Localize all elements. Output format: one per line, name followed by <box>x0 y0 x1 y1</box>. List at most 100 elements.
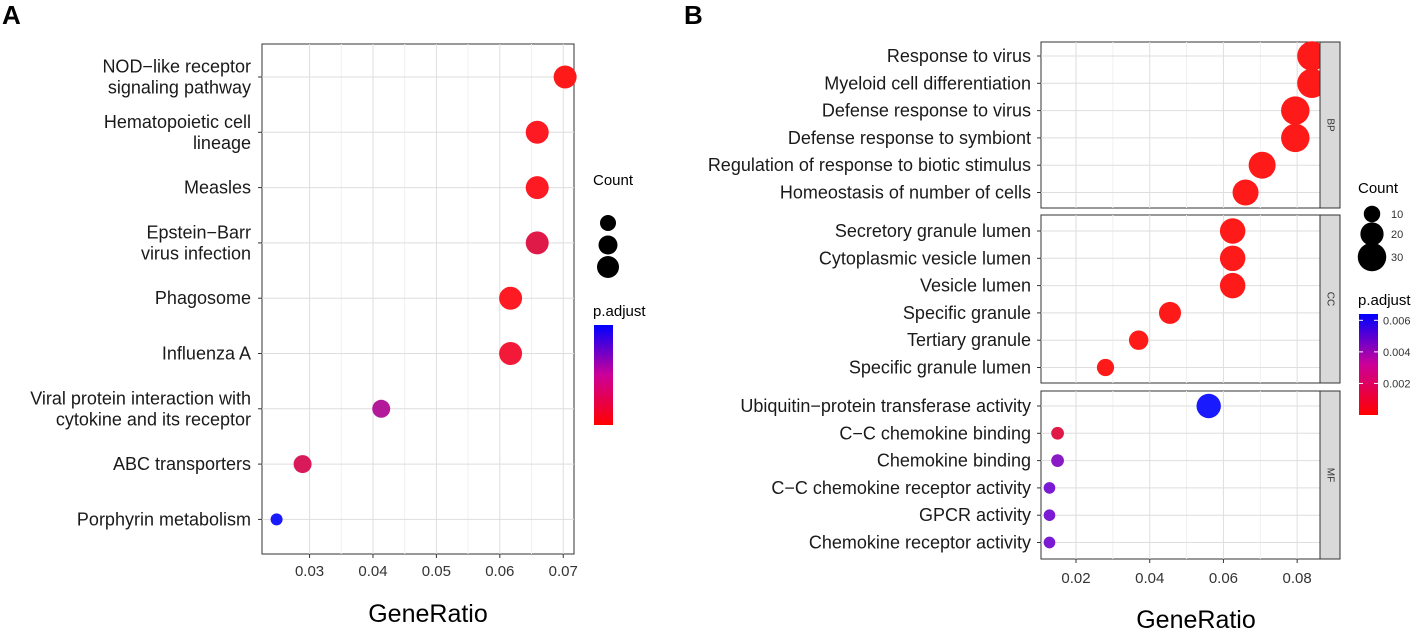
facet-frame <box>1040 214 1321 384</box>
data-point <box>1281 123 1310 153</box>
panel-a-legend-count-title: Count <box>593 172 634 189</box>
category-label: Specific granule lumen <box>849 358 1031 378</box>
category-label: Vesicle lumen <box>920 276 1031 296</box>
data-point <box>1232 179 1259 206</box>
panel-a-frame <box>261 43 575 555</box>
data-point <box>499 286 523 310</box>
panel-b-x-ticks: 0.02 0.04 0.06 0.08 <box>1061 559 1312 587</box>
panel-a-letter: A <box>2 0 21 30</box>
x-tick-label: 0.04 <box>1135 570 1164 587</box>
category-label: Myeloid cell differentiation <box>824 73 1031 93</box>
category-label: Ubiquitin−protein transferase activity <box>740 396 1031 416</box>
size-legend-label: 30 <box>1391 252 1403 264</box>
data-point <box>1297 41 1327 71</box>
category-label: signaling pathway <box>108 78 251 98</box>
data-point <box>1043 509 1056 522</box>
facet-frame <box>1040 41 1321 209</box>
panel-b-points <box>1043 41 1327 549</box>
data-point <box>525 176 549 200</box>
panel-a-x-axis-title: GeneRatio <box>368 600 488 628</box>
data-point <box>1128 330 1149 350</box>
category-label: C−C chemokine binding <box>839 423 1031 443</box>
category-label: Specific granule <box>903 303 1031 323</box>
panel-b-grid <box>1041 42 1320 559</box>
data-point <box>1096 358 1115 377</box>
category-label: Response to virus <box>887 46 1031 66</box>
panel-b-letter: B <box>684 0 703 30</box>
x-tick-label: 0.08 <box>1283 570 1312 587</box>
panel-b-facet-strips: BP CC MF <box>1319 41 1341 560</box>
facet-strip-label: CC <box>1324 292 1335 306</box>
facet-strip-label: MF <box>1324 468 1335 482</box>
x-tick-label: 0.03 <box>295 563 324 580</box>
panel-b-legend: Count 10 20 30 p.adjust 0.002 0.004 0.006 <box>1357 180 1411 415</box>
panel-a-legend-size-medium <box>598 235 618 255</box>
data-point <box>1219 272 1246 299</box>
data-point <box>1043 482 1056 494</box>
category-label: Defense response to symbiont <box>788 128 1031 148</box>
panel-a-x-ticks: 0.03 0.04 0.05 0.06 0.07 <box>295 554 578 580</box>
category-label: Regulation of response to biotic stimulu… <box>708 155 1031 175</box>
category-label: Porphyrin metabolism <box>77 509 251 529</box>
colorbar-tick-label: 0.004 <box>1383 347 1411 359</box>
x-tick-label: 0.06 <box>1209 570 1238 587</box>
data-point <box>1196 393 1221 419</box>
panel-a-legend: Count p.adjust <box>593 172 646 425</box>
data-point <box>1219 245 1246 272</box>
data-point <box>1043 536 1056 549</box>
category-label: Phagosome <box>155 288 251 308</box>
data-point <box>499 342 523 365</box>
x-tick-label: 0.04 <box>358 563 387 580</box>
category-label: Hematopoietic cell <box>104 112 251 132</box>
size-legend-dot <box>1360 222 1384 246</box>
category-label: Epstein−Barr <box>146 222 251 242</box>
category-label: Chemokine receptor activity <box>809 533 1031 553</box>
size-legend-dot <box>1357 242 1387 272</box>
panel-b-legend-colorbar <box>1359 314 1378 415</box>
data-point <box>1051 426 1064 440</box>
panel-b-size-legend: 10 20 30 <box>1357 205 1403 272</box>
facet-frame <box>1040 390 1321 560</box>
category-label: NOD−like receptor <box>102 57 251 77</box>
category-label: virus infection <box>141 243 251 263</box>
category-label: Influenza A <box>162 344 251 364</box>
category-label: cytokine and its receptor <box>56 409 251 429</box>
facet-strip <box>1319 390 1341 560</box>
panel-b-colorbar-ticks: 0.002 0.004 0.006 <box>1359 315 1411 390</box>
panel-b-legend-padj-title: p.adjust <box>1358 292 1411 309</box>
category-label: ABC transporters <box>113 454 251 474</box>
panel-b-x-axis-title: GeneRatio <box>1136 606 1256 632</box>
category-label: Viral protein interaction with <box>30 388 251 408</box>
data-point <box>1281 96 1310 125</box>
facet-strip-label: BP <box>1324 118 1335 132</box>
category-label: Secretory granule lumen <box>835 221 1031 241</box>
category-label: Cytoplasmic vesicle lumen <box>819 248 1031 268</box>
size-legend-dot <box>1363 205 1381 223</box>
data-point <box>1248 151 1276 179</box>
category-label: C−C chemokine receptor activity <box>771 478 1031 498</box>
data-point <box>1051 454 1064 467</box>
data-point <box>1219 218 1246 244</box>
category-label: Tertiary granule <box>907 330 1031 350</box>
data-point <box>1158 301 1182 324</box>
facet-strip <box>1319 214 1341 384</box>
panel-b-legend-count-title: Count <box>1358 180 1399 197</box>
panel-a-legend-size-small <box>600 215 616 231</box>
data-point <box>553 65 577 89</box>
x-tick-label: 0.07 <box>549 563 578 580</box>
panel-a-legend-colorbar <box>594 325 613 425</box>
facet-strip <box>1319 41 1341 209</box>
category-label: Homeostasis of number of cells <box>780 183 1031 203</box>
data-point <box>525 120 549 144</box>
size-legend-label: 20 <box>1391 229 1403 241</box>
panel-a-legend-padj-title: p.adjust <box>593 303 646 320</box>
panel-a-points <box>270 65 577 526</box>
data-point <box>270 513 283 526</box>
category-label: GPCR activity <box>919 505 1031 525</box>
x-tick-label: 0.02 <box>1061 570 1090 587</box>
data-point <box>525 231 549 255</box>
data-point <box>372 399 391 418</box>
